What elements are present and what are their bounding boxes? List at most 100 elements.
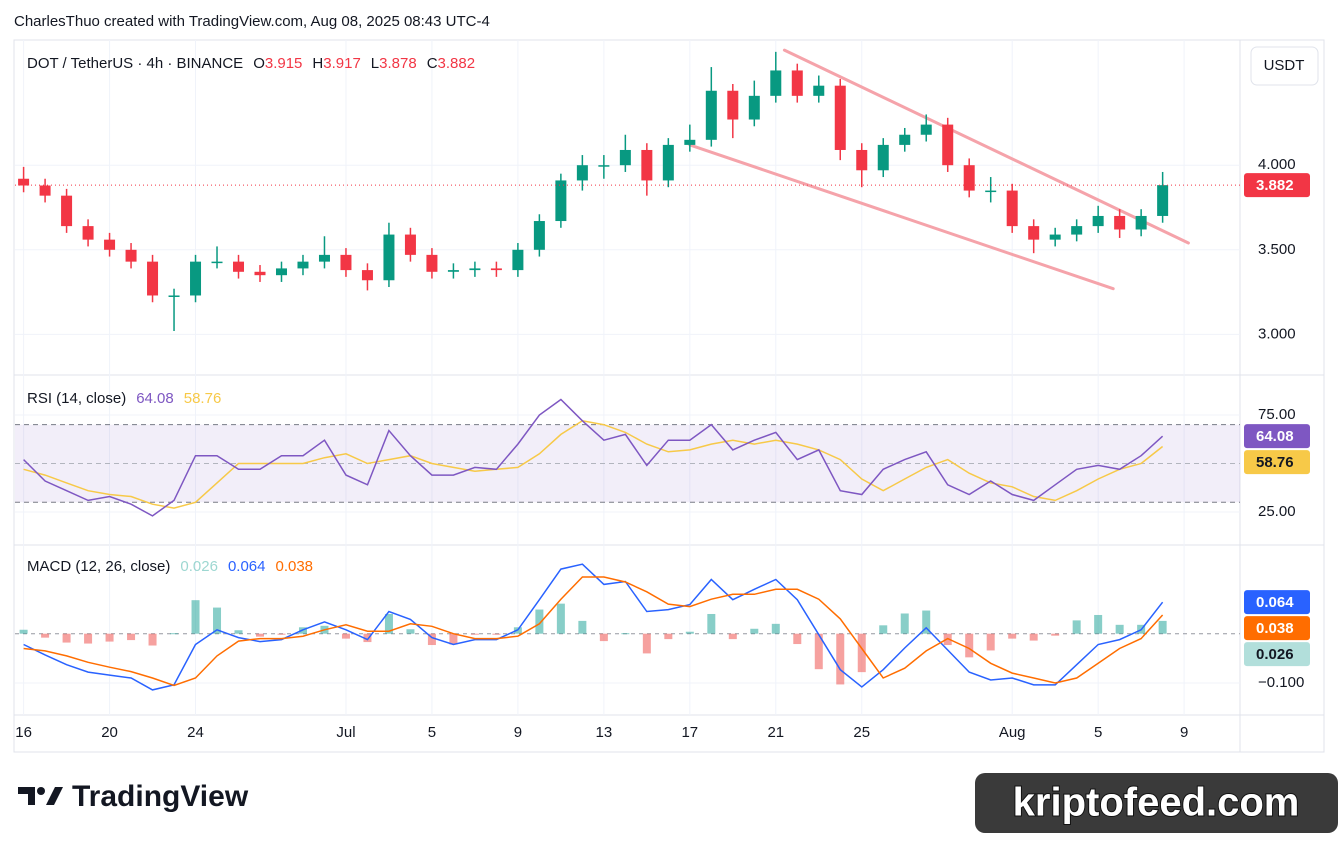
histogram-bar — [105, 633, 114, 642]
histogram-bar — [707, 613, 716, 634]
x-tick-label: Aug — [999, 724, 1026, 741]
histogram-bar — [1072, 620, 1081, 634]
pane-legend: MACD (12, 26, close) 0.026 0.064 0.038 — [27, 558, 313, 575]
candle-body — [1114, 215, 1126, 230]
candle-body — [512, 249, 524, 271]
histogram-bar — [427, 633, 436, 646]
watermark-box — [975, 773, 1338, 833]
candle-body — [641, 149, 653, 181]
candle-body — [770, 70, 782, 96]
histogram-bar — [900, 613, 909, 634]
histogram-bar — [642, 633, 651, 654]
candle-body — [598, 165, 610, 167]
histogram-bar — [578, 620, 587, 634]
indicator-line — [23, 398, 1164, 517]
histogram-bar — [922, 610, 931, 634]
candle-body — [275, 268, 287, 276]
value-badge — [1244, 173, 1310, 198]
histogram-bar — [986, 633, 995, 651]
histogram-bar — [771, 623, 780, 634]
histogram-bar — [728, 633, 737, 640]
x-tick-label: 17 — [681, 724, 698, 741]
y-tick-label: 3.500 — [1258, 241, 1296, 258]
histogram-bar — [234, 630, 243, 634]
histogram-bar — [1008, 633, 1017, 639]
candle-body — [899, 134, 911, 145]
candle-body — [1006, 190, 1018, 227]
trendline — [688, 143, 1115, 291]
indicator-line — [23, 563, 1164, 691]
ohlc-label: C — [427, 55, 438, 72]
candle-body — [82, 226, 94, 240]
candle-body — [383, 234, 395, 281]
candle-body — [1092, 215, 1104, 227]
value-badge — [1244, 450, 1310, 475]
histogram-bar — [191, 600, 200, 634]
x-tick-label: 24 — [187, 724, 204, 741]
candle-body — [834, 85, 846, 150]
candle-body — [190, 261, 202, 296]
candle-body — [254, 271, 266, 276]
candle-body — [1071, 226, 1083, 235]
histogram-bar — [836, 633, 845, 685]
value-badge — [1244, 616, 1310, 641]
candle-body — [1028, 226, 1040, 240]
histogram-bar — [535, 609, 544, 634]
pane-legend: RSI (14, close) 64.08 58.76 — [27, 390, 221, 407]
x-tick-label: 5 — [428, 724, 436, 741]
value-badge-label: 64.08 — [1256, 428, 1294, 445]
histogram-bar — [599, 633, 608, 642]
histogram-bar — [1094, 614, 1103, 634]
value-badge-label: 0.064 — [1256, 594, 1294, 611]
value-badge — [1244, 424, 1310, 449]
legend-value: 64.08 — [136, 390, 174, 407]
candle-body — [576, 165, 588, 181]
histogram-bar — [664, 633, 673, 640]
histogram-bar — [277, 633, 286, 635]
x-tick-label: 21 — [767, 724, 784, 741]
y-tick-label: 25.00 — [1258, 503, 1296, 520]
value-badge-label: 58.76 — [1256, 454, 1294, 471]
histogram-bar — [814, 633, 823, 670]
histogram-bar — [148, 633, 157, 646]
chart-frame — [13, 39, 1325, 753]
histogram-bar — [341, 633, 350, 639]
x-tick-label: 5 — [1094, 724, 1102, 741]
candle-body — [1135, 215, 1147, 230]
histogram-bar — [84, 633, 93, 644]
candle-body — [705, 90, 717, 140]
candle-body — [426, 254, 438, 272]
candle-body — [662, 144, 674, 181]
candle-body — [727, 90, 739, 120]
currency-button[interactable] — [1250, 46, 1319, 86]
x-tick-label: 9 — [514, 724, 522, 741]
legend-value: 0.026 — [180, 558, 218, 575]
candle-body — [104, 239, 116, 250]
currency-label[interactable]: USDT — [1264, 57, 1305, 74]
x-tick-label: 13 — [596, 724, 613, 741]
value-badge-label: 0.026 — [1256, 646, 1294, 663]
histogram-bar — [127, 633, 136, 641]
x-tick-label: 25 — [853, 724, 870, 741]
y-tick-label: 4.000 — [1258, 156, 1296, 173]
value-badge-label: 3.882 — [1256, 177, 1294, 194]
histogram-bar — [449, 633, 458, 645]
ohlc-label: H — [312, 55, 323, 72]
ohlc-value: 3.882 — [438, 55, 476, 72]
histogram-bar — [170, 633, 179, 635]
trendline — [782, 48, 1190, 245]
candle-body — [340, 254, 352, 271]
value-badge — [1244, 590, 1310, 615]
histogram-bar — [256, 633, 264, 637]
candle-body — [963, 165, 975, 191]
ohlc-value: 3.917 — [323, 55, 361, 72]
legend-value: 0.038 — [275, 558, 313, 575]
candle-body — [684, 139, 696, 145]
candle-body — [942, 124, 954, 166]
candle-body — [168, 295, 180, 297]
histogram-bar — [621, 633, 630, 635]
histogram-bar — [470, 633, 479, 635]
candle-body — [297, 261, 309, 269]
candle-body — [1157, 185, 1169, 216]
